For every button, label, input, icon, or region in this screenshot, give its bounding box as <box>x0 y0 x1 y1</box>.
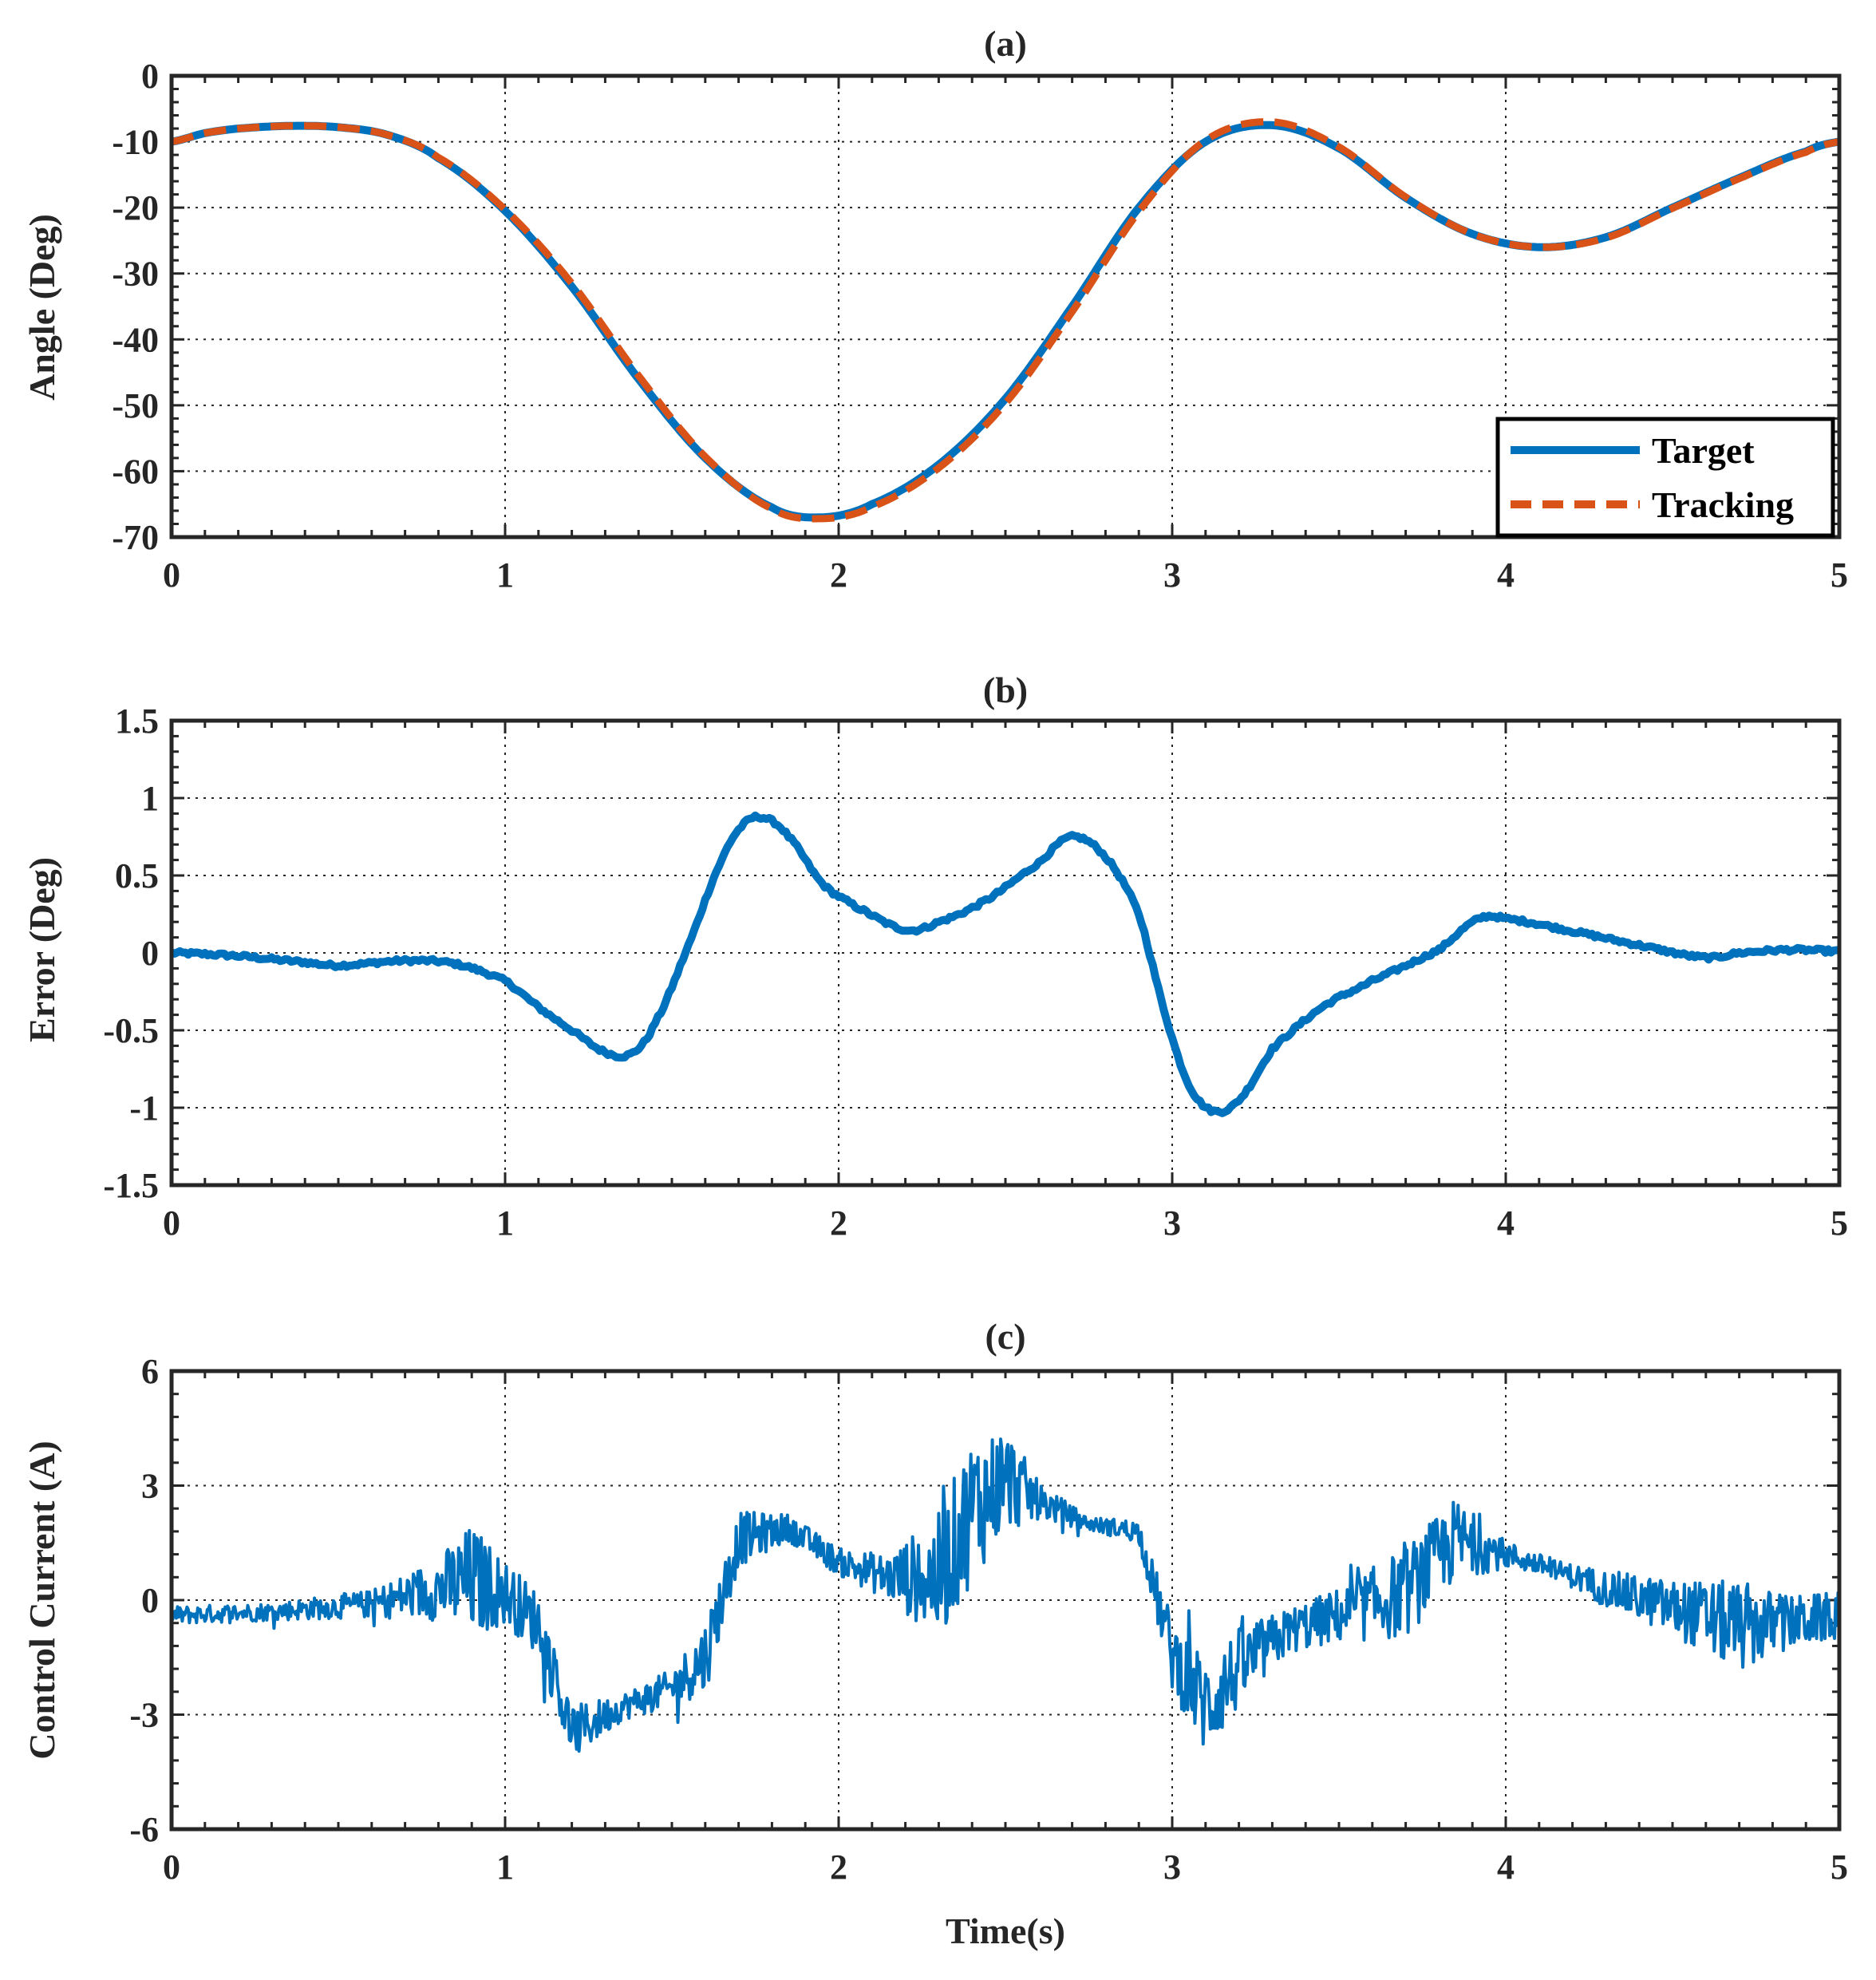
panel-c-series-control-current <box>170 1437 1840 1753</box>
panel-b-y-tick-label: -1 <box>129 1089 159 1128</box>
panel-c-xlabel: Time(s) <box>946 1911 1065 1951</box>
panel-a-y-tick-label: -30 <box>112 255 159 294</box>
panel-b-series-error <box>169 811 1841 1117</box>
panel-b-x-tick-label: 4 <box>1497 1203 1515 1243</box>
panel-b-x-tick-label: 3 <box>1163 1203 1181 1243</box>
panel-c-y-tick-label: -3 <box>129 1696 159 1735</box>
panel-a-y-tick-label: 0 <box>141 57 159 96</box>
panel-a-frame <box>169 73 1842 539</box>
panel-b-y-tick-label: -1.5 <box>103 1166 159 1205</box>
panel-c-x-tick-labels: 0 1 2 3 4 5 <box>163 1848 1848 1887</box>
panel-a-y-tick-label: -20 <box>112 188 159 227</box>
panel-b-title: (b) <box>983 670 1028 710</box>
panel-c-grid <box>172 1371 1839 1829</box>
panel-b-y-tick-label: 1 <box>141 779 159 818</box>
panel-b-ticks <box>170 719 1841 1187</box>
panel-b-x-tick-label: 2 <box>830 1203 847 1243</box>
panel-b-x-tick-label: 0 <box>163 1203 180 1243</box>
panel-a-x-tick-label: 1 <box>496 555 514 595</box>
panel-b-y-tick-label: -0.5 <box>103 1011 159 1050</box>
panel-c-frame <box>169 1369 1842 1832</box>
panel-c-title: (c) <box>985 1316 1025 1357</box>
panel-b-series <box>169 811 1841 1117</box>
panel-a-title: (a) <box>984 23 1027 64</box>
panel-c-x-tick-label: 2 <box>830 1848 847 1887</box>
panel-c-x-tick-label: 5 <box>1831 1848 1848 1887</box>
panel-a-x-tick-labels: 0 1 2 3 4 5 <box>163 555 1848 595</box>
panel-c-x-tick-label: 1 <box>496 1848 514 1887</box>
legend: Target Tracking <box>1495 417 1835 538</box>
panel-a-ylabel: Angle (Deg) <box>22 214 62 401</box>
panel-b-x-tick-label: 5 <box>1831 1203 1848 1243</box>
panel-c-series <box>170 1437 1840 1753</box>
legend-target-label: Target <box>1652 430 1755 471</box>
panel-c-y-tick-labels: 6 3 0 -3 -6 <box>129 1352 159 1849</box>
panel-b-y-tick-labels: 1.5 1 0.5 0 -0.5 -1 -1.5 <box>103 701 159 1205</box>
panel-b-y-tick-label: 1.5 <box>115 701 159 741</box>
panel-a-series <box>170 118 1841 523</box>
panel-c-y-tick-label: -6 <box>129 1810 159 1849</box>
panel-c-y-tick-label: 6 <box>141 1352 159 1391</box>
panel-b-grid <box>172 721 1839 1185</box>
panel-c-y-tick-label: 0 <box>141 1581 159 1620</box>
panel-a-y-tick-label: -50 <box>112 386 159 425</box>
panel-b: (b) Error (Deg) 1.5 1 0.5 0 -0.5 -1 -1.5 0 1 2 3 4… <box>22 670 1848 1243</box>
panel-c-x-tick-label: 3 <box>1163 1848 1181 1887</box>
panel-b-ylabel: Error (Deg) <box>22 857 62 1042</box>
panel-b-x-tick-labels: 0 1 2 3 4 5 <box>163 1203 1848 1243</box>
panel-c-x-tick-label: 0 <box>163 1848 180 1887</box>
panel-a-x-tick-label: 0 <box>163 555 180 595</box>
panel-a-y-tick-label: -10 <box>112 123 159 162</box>
panel-a-x-tick-label: 4 <box>1497 555 1515 595</box>
panel-c: (c) Control Current (A) 6 3 0 -3 -6 0 1 2 3 4 5 T… <box>22 1316 1848 1951</box>
panel-a-x-tick-label: 2 <box>830 555 847 595</box>
panel-a-y-tick-label: -40 <box>112 320 159 359</box>
legend-tracking-label: Tracking <box>1652 484 1794 525</box>
panel-a-y-tick-label: -60 <box>112 452 159 491</box>
panel-c-y-tick-label: 3 <box>141 1467 159 1506</box>
panel-b-y-tick-label: 0.5 <box>115 856 159 895</box>
panel-a-x-tick-label: 5 <box>1831 555 1848 595</box>
panel-b-frame <box>169 718 1842 1188</box>
panel-a: (a) Angle (Deg) 0 -10 -20 -30 -40 -50 -60 -70 0… <box>22 23 1848 595</box>
panel-b-y-tick-label: 0 <box>141 934 159 973</box>
panel-a-y-tick-label: -70 <box>112 518 159 557</box>
panel-b-x-tick-label: 1 <box>496 1203 514 1243</box>
panel-c-x-tick-label: 4 <box>1497 1848 1515 1887</box>
panel-a-x-tick-label: 3 <box>1163 555 1181 595</box>
panel-c-ylabel: Control Current (A) <box>22 1441 62 1759</box>
panel-a-series-tracking <box>171 118 1840 523</box>
legend-box <box>1495 417 1835 538</box>
panel-a-y-tick-labels: 0 -10 -20 -30 -40 -50 -60 -70 <box>112 57 159 557</box>
